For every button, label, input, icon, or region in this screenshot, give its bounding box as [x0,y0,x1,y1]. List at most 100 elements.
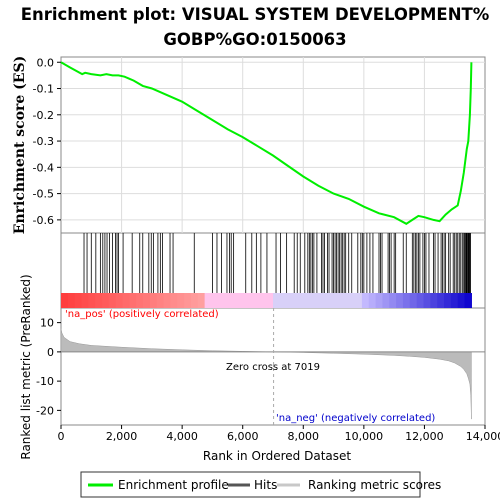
colorbar-segment [402,293,411,308]
colorbar-segment [327,293,336,308]
colorbar-segment [252,293,260,308]
es-y-ticks: 0.0 -0.1 -0.2 -0.3 -0.4 -0.5 -0.6 [33,56,61,227]
chart-title-line1: Enrichment plot: VISUAL SYSTEM DEVELOPME… [21,5,490,24]
x-axis-title: Rank in Ordered Dataset [203,449,351,463]
es-panel-frame [60,56,486,234]
colorbar-segment [225,293,233,308]
colorbar-segment [231,293,240,308]
colorbar-segment [163,293,172,308]
legend-label-hits: Hits [254,478,277,492]
colorbar-segment [108,293,117,308]
legend: Enrichment profile Hits Ranking metric s… [80,471,441,498]
colorbar-segment [300,293,308,308]
x-tick-label: 6,000 [227,430,259,443]
hits-layer [83,233,471,293]
colorbar-segment [273,293,281,308]
metric-y-tick-label: -20 [36,404,54,417]
colorbar-segment [368,293,377,308]
x-tick-label: 0 [58,430,65,443]
colorbar-segment [136,293,144,308]
colorbar-segment [74,293,83,308]
es-y-tick-label: -0.5 [33,188,54,201]
colorbar-segment [375,293,384,308]
negative-correlation-label: 'na_neg' (negatively correlated) [276,413,435,424]
colorbar-segment [149,293,158,308]
colorbar-segment [197,293,206,308]
colorbar-segment [361,293,370,308]
rank-colorbar [61,293,472,308]
colorbar-segment [334,293,343,308]
colorbar-segment [423,293,431,308]
colorbar-segment [143,293,151,308]
colorbar-segment [314,293,322,308]
colorbar-segment [184,293,192,308]
colorbar-segment [341,293,349,308]
colorbar-segment [211,293,219,308]
colorbar-segment [437,293,445,308]
colorbar-segment [88,293,96,308]
es-y-tick-label: -0.1 [33,83,54,96]
x-ticks: 0 2,000 4,000 6,000 8,000 10,000 12,000 14,000 [58,425,500,443]
es-grid [61,57,485,233]
colorbar-segment [218,293,226,308]
colorbar-segment [416,293,425,308]
colorbar-segment [266,293,274,308]
metric-panel-frame [60,307,486,426]
colorbar-segment [279,293,288,308]
colorbar-segment [61,293,69,308]
es-line-layer [60,61,473,225]
colorbar-segment [320,293,329,308]
colorbar-segment [245,293,254,308]
colorbar-segment [129,293,137,308]
colorbar-segment [355,293,363,308]
colorbar-segment [177,293,185,308]
colorbar-segment [95,293,103,308]
legend-label-enrichment-profile: Enrichment profile [118,478,229,492]
colorbar-segment [204,293,213,308]
zero-cross-label: Zero cross at 7019 [226,362,320,373]
x-tick-label: 4,000 [166,430,198,443]
colorbar-segment [450,293,459,308]
enrichment-profile-line [60,61,473,225]
colorbar-segment [190,293,199,308]
es-y-tick-label: -0.3 [33,135,54,148]
colorbar-segment [382,293,390,308]
metric-y-axis-title: Ranked list metric (PreRanked) [19,274,33,459]
colorbar-segment [389,293,397,308]
metric-y-tick-label: -10 [36,375,54,388]
x-tick-label: 2,000 [106,430,138,443]
chart-title-line2: GOBP%GO:0150063 [163,30,346,49]
colorbar-segment [81,293,89,308]
metric-y-tick-label: 10 [40,317,54,330]
colorbar-segment [457,293,466,308]
colorbar-segment [348,293,356,308]
es-y-axis-title: Enrichment score (ES) [12,56,28,234]
colorbar-segment [396,293,404,308]
es-y-tick-label: 0.0 [37,56,55,69]
positive-correlation-label: 'na_pos' (positively correlated) [65,309,219,320]
colorbar-segment [409,293,418,308]
colorbar-segment [444,293,452,308]
colorbar-segment [307,293,315,308]
colorbar-segment [238,293,247,308]
colorbar-segment [259,293,267,308]
metric-layer [60,308,485,425]
colorbar-segment [430,293,438,308]
x-tick-label: 8,000 [288,430,320,443]
colorbar-segment [115,293,124,308]
es-y-tick-label: -0.4 [33,161,54,174]
colorbar-segment [102,293,110,308]
legend-label-ranking-metric: Ranking metric scores [308,478,441,492]
legend-box [80,471,421,498]
metric-y-ticks: 10 0 -10 -20 [36,317,61,417]
colorbar-segment [286,293,295,308]
es-y-tick-label: -0.2 [33,109,54,122]
metric-y-tick-label: 0 [47,346,54,359]
colorbar-segment [156,293,165,308]
colorbar-segment [293,293,301,308]
ranking-metric-area [60,328,472,420]
colorbar-segment [170,293,178,308]
x-tick-label: 10,000 [345,430,384,443]
x-tick-label: 14,000 [466,430,500,443]
